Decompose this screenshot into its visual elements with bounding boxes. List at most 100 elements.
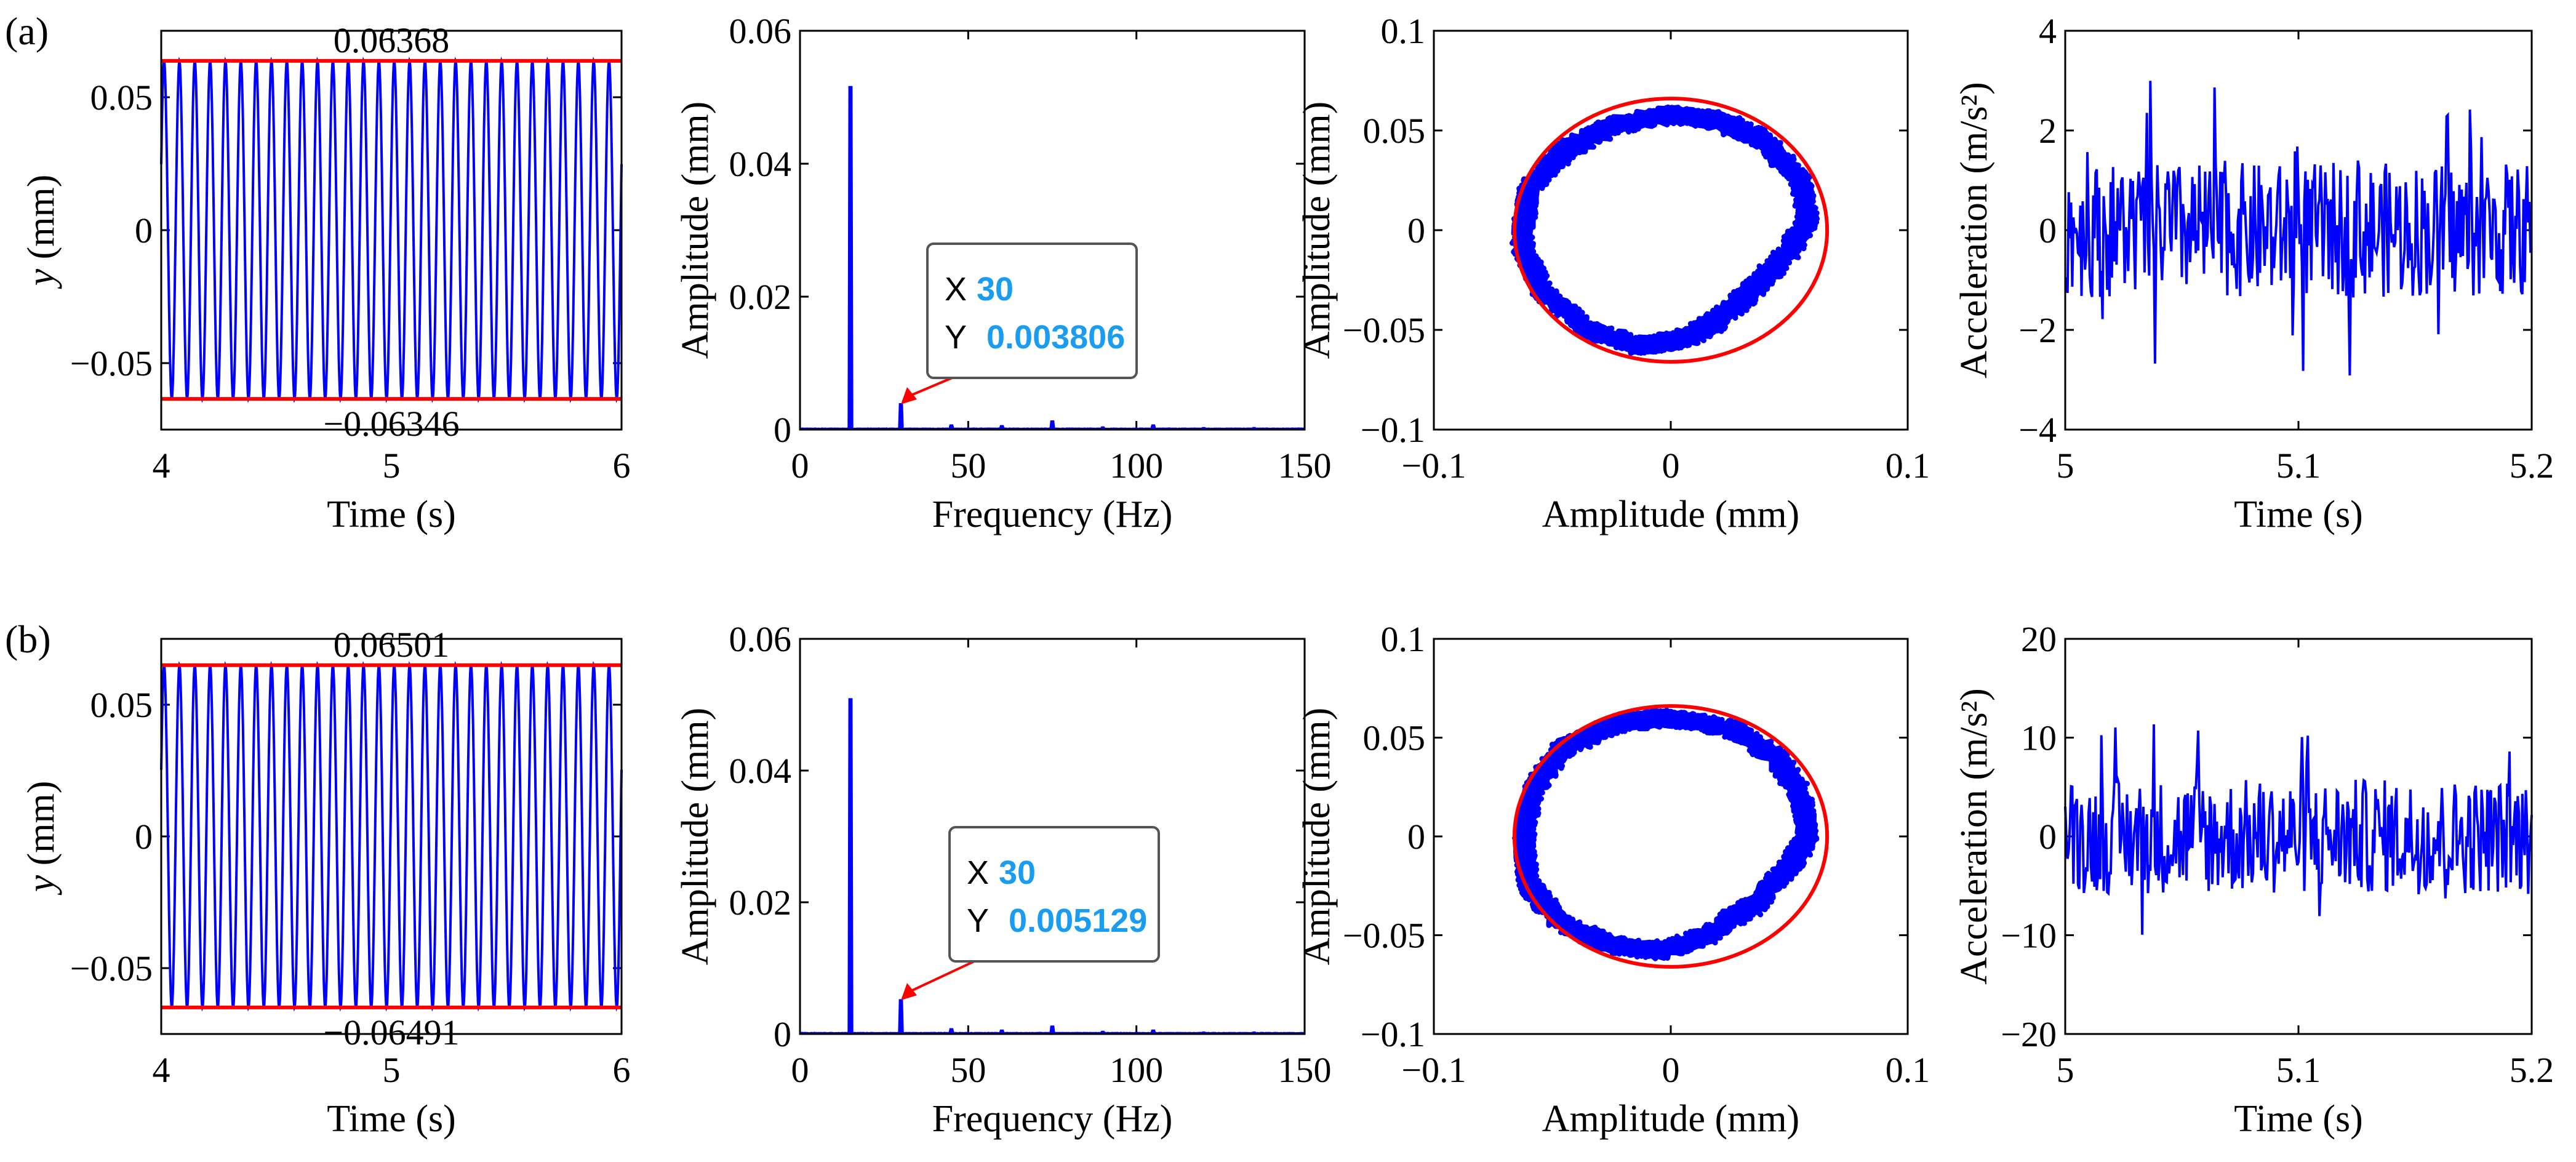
- orbit-plot-b-xtick-label: 0: [1662, 1050, 1680, 1090]
- accel-plot-a-ytick-label: 0: [2039, 210, 2057, 250]
- accel-plot-b-axes-box: [2064, 638, 2533, 1035]
- spectrum-plot-a-axes-box: [799, 30, 1306, 431]
- time-plot-a-ytick-label: 0: [135, 210, 153, 250]
- time-plot-b-ytick-label: 0: [135, 817, 153, 857]
- accel-plot-a-ylabel: Acceleration (m/s²): [1953, 82, 1995, 379]
- spectrum-plot-b-axes-box: [799, 638, 1306, 1035]
- accel-plot-b-ytick-label: −10: [2001, 916, 2057, 956]
- orbit-plot-a: −0.1 0 0.1 −0.1 −0.05 0 0.05 0.1 Amplitude (mm) A…: [1296, 11, 1930, 535]
- spectrum-plot-b-datatip-y-key: Y: [967, 902, 989, 939]
- orbit-plot-b-ytick-label: 0: [1407, 817, 1425, 857]
- time-plot-b-ylabel: y (mm): [20, 781, 62, 896]
- orbit-plot-b-orbit-trace: [1513, 708, 1820, 961]
- orbit-plot-a-xtick-label: −0.1: [1401, 446, 1466, 486]
- time-plot-a-ytick-label: 0.05: [90, 78, 153, 118]
- spectrum-plot-a-datatip-x-key: X: [945, 271, 967, 308]
- time-plot-a-xtick-label: 4: [153, 446, 170, 486]
- time-plot-a-signal-line: [160, 57, 623, 403]
- accel-plot-b-accel-line: [2064, 724, 2533, 935]
- time-plot-a-ytick-label: −0.05: [70, 343, 153, 383]
- accel-plot-b: 5 5.1 5.2 −20 −10 0 10 20 Time (s) Acceleration (…: [1953, 619, 2554, 1140]
- time-plot-b-upper-bound-label: 0.06501: [334, 625, 450, 665]
- orbit-plot-b-ytick-label: 0.1: [1381, 619, 1426, 659]
- time-plot-b-axes-box: [160, 638, 623, 1035]
- orbit-plot-b-xlabel: Amplitude (mm): [1542, 1098, 1799, 1140]
- spectrum-plot-a-xtick-label: 100: [1110, 446, 1163, 486]
- spectrum-plot-b-ylabel: Amplitude (mm): [674, 708, 716, 965]
- spectrum-plot-a-xtick-label: 50: [950, 446, 986, 486]
- accel-plot-b-xlabel: Time (s): [2234, 1098, 2363, 1140]
- orbit-plot-b-axes-box: [1433, 638, 1909, 1035]
- spectrum-plot-b-datatip-x-key: X: [967, 854, 989, 891]
- time-plot-b-ylabel-var: y: [20, 875, 62, 896]
- spectrum-plot-a-datatip-box: [926, 242, 1138, 379]
- time-plot-a-lower-bound-label: −0.06346: [323, 404, 459, 444]
- spectrum-plot-a-datatip-arrow-line: [906, 377, 953, 398]
- time-plot-b-signal-line: [160, 661, 623, 1012]
- spectrum-plot-b-datatip-y-value: 0.005129: [1009, 902, 1147, 939]
- spectrum-plot-a-datatip-y-value: 0.003806: [986, 319, 1125, 356]
- spectrum-plot-b-datatip-arrow-line: [906, 960, 975, 994]
- accel-plot-a-ytick-label: −4: [2018, 410, 2057, 450]
- spectrum-plot-b-datatip-box: [948, 826, 1160, 963]
- accel-plot-a: 5 5.1 5.2 −4 −2 0 2 4 Time (s) Acceleration (m/s²…: [1953, 11, 2554, 535]
- orbit-plot-a-ylabel: Amplitude (mm): [1296, 102, 1338, 359]
- spectrum-plot-a: 0 50 100 150 0 0.02 0.04 0.06 Frequency (Hz) Ampl…: [674, 11, 1332, 535]
- time-plot-a-ylabel-var: y: [20, 268, 62, 289]
- accel-plot-a-ytick-label: 2: [2039, 111, 2057, 151]
- orbit-plot-b-ylabel: Amplitude (mm): [1296, 708, 1338, 965]
- accel-plot-b-ytick-label: −20: [2001, 1014, 2057, 1054]
- spectrum-plot-b-ytick-label: 0: [774, 1014, 791, 1054]
- time-plot-b-ytick-label: 0.05: [90, 685, 153, 725]
- spectrum-plot-b-ytick-label: 0.06: [729, 619, 792, 659]
- orbit-plot-a-xtick-label: 0: [1662, 446, 1680, 486]
- time-plot-b: 4 5 6 −0.05 0 0.05 Time (s) y (mm) 0.06501 −0.064…: [20, 625, 631, 1140]
- accel-plot-a-ytick-label: −2: [2018, 310, 2057, 350]
- orbit-plot-b-ytick-label: −0.05: [1343, 916, 1425, 956]
- row-a: (a) 4 5 6 −0.05 0 0.05 Time (s) y (mm) 0.06368 −0.…: [5, 9, 2554, 535]
- spectrum-plot-a-datatip-y-key: Y: [945, 319, 967, 356]
- spectrum-plot-a-ytick-label: 0.04: [729, 144, 792, 184]
- time-plot-a-xlabel: Time (s): [327, 494, 456, 535]
- orbit-plot-b-xtick-label: 0.1: [1886, 1050, 1930, 1090]
- spectrum-plot-b-xtick-label: 0: [791, 1050, 809, 1090]
- time-plot-a: 4 5 6 −0.05 0 0.05 Time (s) y (mm) 0.06368 −0.063…: [20, 20, 631, 535]
- time-plot-a-ylabel: y (mm): [20, 175, 62, 290]
- accel-plot-b-ytick-label: 10: [2021, 718, 2057, 758]
- orbit-plot-a-bound-circle: [1512, 97, 1830, 364]
- accel-plot-b-ylabel: Acceleration (m/s²): [1953, 688, 1995, 985]
- accel-plot-a-axes-box: [2064, 30, 2533, 431]
- spectrum-plot-b-ytick-label: 0.02: [729, 883, 792, 923]
- orbit-plot-b-bound-circle: [1512, 704, 1830, 969]
- row-b: (b) 4 5 6 −0.05 0 0.05 Time (s) y (mm) 0.06501 −0.…: [5, 617, 2554, 1140]
- spectrum-plot-a-datatip-x-value: 30: [977, 271, 1014, 308]
- panel-label-b: (b): [5, 617, 51, 661]
- spectrum-plot-a-ytick-label: 0.06: [729, 11, 792, 51]
- time-plot-b-xtick-label: 4: [153, 1050, 170, 1090]
- time-plot-a-upper-bound-label: 0.06368: [334, 20, 450, 60]
- spectrum-plot-b-datatip-arrow-head: [901, 983, 917, 1001]
- orbit-plot-a-ytick-label: −0.1: [1361, 410, 1425, 450]
- time-plot-a-xtick-label: 5: [383, 446, 401, 486]
- time-plot-b-xtick-label: 5: [383, 1050, 401, 1090]
- orbit-plot-a-xlabel: Amplitude (mm): [1542, 494, 1799, 535]
- orbit-plot-b-ytick-label: −0.1: [1361, 1014, 1425, 1054]
- accel-plot-b-ytick-label: 0: [2039, 817, 2057, 857]
- time-plot-b-xtick-label: 6: [613, 1050, 631, 1090]
- time-plot-a-xtick-label: 6: [613, 446, 631, 486]
- accel-plot-a-accel-line: [2064, 81, 2533, 376]
- orbit-plot-a-ytick-label: 0.1: [1381, 11, 1426, 51]
- orbit-plot-a-orbit-trace: [1512, 105, 1817, 355]
- spectrum-plot-a-xtick-label: 0: [791, 446, 809, 486]
- accel-plot-a-xlabel: Time (s): [2234, 494, 2363, 535]
- spectrum-plot-b-xlabel: Frequency (Hz): [932, 1098, 1173, 1140]
- time-plot-a-ylabel-unit: (mm): [20, 175, 62, 269]
- accel-plot-b-xtick-label: 5: [2057, 1050, 2074, 1090]
- time-plot-b-lower-bound-label: −0.06491: [323, 1012, 459, 1052]
- spectrum-plot-a-xlabel: Frequency (Hz): [932, 494, 1173, 535]
- spectrum-plot-a-ytick-label: 0: [774, 410, 791, 450]
- spectrum-plot-b: 0 50 100 150 0 0.02 0.04 0.06 Frequency (Hz) Ampl…: [674, 619, 1332, 1140]
- accel-plot-b-ytick-label: 20: [2021, 619, 2057, 659]
- spectrum-plot-b-ytick-label: 0.04: [729, 751, 792, 791]
